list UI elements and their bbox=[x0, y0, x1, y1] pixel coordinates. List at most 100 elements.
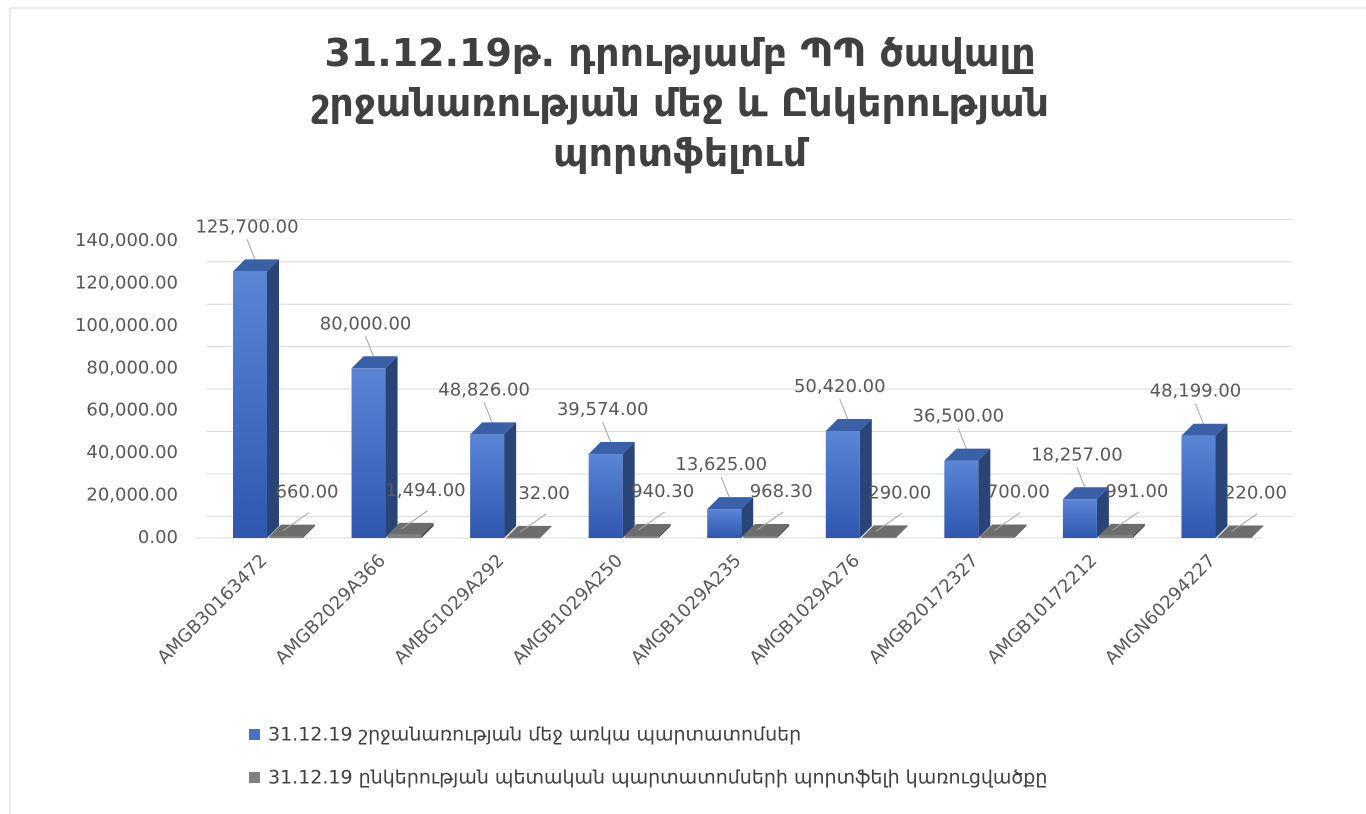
x-tick-label: AMGB20172327 bbox=[865, 550, 983, 668]
bar bbox=[387, 534, 422, 538]
bar-side bbox=[622, 442, 635, 538]
x-tick-label: AMGB1029A276 bbox=[746, 550, 865, 669]
leader-line bbox=[839, 398, 849, 420]
bar bbox=[588, 454, 623, 538]
bar bbox=[707, 509, 742, 538]
leader-line bbox=[720, 476, 730, 498]
bar bbox=[980, 536, 1015, 538]
bar-side bbox=[895, 525, 908, 538]
bar-top bbox=[588, 442, 635, 455]
y-tick-label: 60,000.00 bbox=[86, 400, 178, 421]
leader-line bbox=[638, 511, 665, 531]
bar-top bbox=[944, 448, 991, 461]
bar-top bbox=[470, 422, 517, 435]
bar bbox=[624, 536, 659, 538]
legend-swatch bbox=[249, 729, 260, 740]
data-label: 660.00 bbox=[276, 482, 339, 503]
bar-side bbox=[859, 419, 872, 538]
leader-line bbox=[875, 512, 903, 532]
bar-top bbox=[269, 524, 315, 537]
bar bbox=[825, 431, 860, 538]
bar-side bbox=[504, 422, 517, 538]
x-tick-label: AMGB2029A366 bbox=[271, 550, 390, 669]
bar-top bbox=[743, 523, 790, 536]
y-tick-label: 40,000.00 bbox=[86, 442, 178, 463]
bar bbox=[743, 535, 778, 538]
data-label: 991.00 bbox=[1105, 481, 1168, 502]
chart-title: 31.12.19թ. դրությամբ ՊՊ ծավալը շրջանառու… bbox=[310, 31, 1050, 175]
bar-top bbox=[861, 525, 908, 538]
y-tick-label: 140,000.00 bbox=[75, 230, 178, 251]
leader-line bbox=[519, 513, 547, 533]
x-tick-label: AMGB1029A235 bbox=[627, 550, 746, 669]
bar bbox=[1062, 499, 1097, 538]
data-label: 32.00 bbox=[518, 483, 570, 504]
leader-line bbox=[401, 510, 428, 530]
leader-line bbox=[602, 421, 612, 443]
bar-top bbox=[351, 356, 398, 369]
bar-side bbox=[1215, 423, 1228, 538]
bar-side bbox=[303, 524, 315, 538]
bar bbox=[1217, 537, 1252, 539]
x-tick-label: AMGB30163472 bbox=[153, 550, 271, 668]
bar-side bbox=[385, 356, 398, 538]
bar-side bbox=[1096, 487, 1109, 538]
bar-side bbox=[978, 448, 991, 538]
leader-line bbox=[282, 512, 310, 532]
bar-side bbox=[1251, 525, 1264, 538]
bar bbox=[233, 271, 267, 538]
legend-swatch bbox=[249, 772, 260, 783]
leader-line bbox=[1231, 513, 1258, 532]
bar-side bbox=[658, 524, 671, 538]
x-tick-label: AMGN60294227 bbox=[1101, 550, 1220, 669]
bar-top bbox=[1098, 523, 1145, 536]
y-tick-label: 0.00 bbox=[138, 527, 178, 548]
x-tick-label: AMGB10172212 bbox=[983, 550, 1101, 668]
data-label: 39,574.00 bbox=[557, 399, 649, 420]
data-label: 50,420.00 bbox=[794, 376, 886, 397]
data-label: 220.00 bbox=[1224, 483, 1287, 504]
data-label: 48,199.00 bbox=[1150, 381, 1242, 402]
leader-line bbox=[483, 402, 493, 423]
leader-line bbox=[1112, 511, 1140, 531]
bar-top bbox=[387, 522, 434, 535]
bar bbox=[1181, 435, 1216, 538]
data-label: 125,700.00 bbox=[195, 216, 298, 237]
bar-top bbox=[1181, 423, 1228, 436]
data-label: 700.00 bbox=[987, 482, 1050, 503]
y-tick-label: 100,000.00 bbox=[75, 315, 178, 336]
bar-side bbox=[1132, 523, 1145, 538]
bar-side bbox=[741, 497, 754, 538]
bar-top bbox=[707, 497, 754, 510]
bar-top bbox=[1217, 525, 1264, 538]
leader-line bbox=[246, 239, 256, 260]
bar bbox=[861, 537, 896, 538]
leader-line bbox=[1076, 467, 1086, 488]
bar bbox=[1098, 535, 1133, 538]
y-tick-label: 20,000.00 bbox=[86, 485, 178, 506]
bar-top bbox=[233, 259, 279, 272]
leader-line bbox=[365, 336, 375, 357]
data-label: 940.30 bbox=[631, 481, 694, 502]
leader-line bbox=[994, 512, 1021, 531]
data-label: 290.00 bbox=[868, 482, 931, 503]
data-label: 968.30 bbox=[750, 481, 813, 502]
y-tick-label: 120,000.00 bbox=[75, 272, 178, 293]
bar-side bbox=[540, 525, 553, 538]
bar-side bbox=[1014, 524, 1027, 538]
x-tick-label: AMBG1029A292 bbox=[390, 550, 508, 668]
bar bbox=[351, 368, 386, 538]
leader-line bbox=[756, 511, 784, 531]
bar-top bbox=[624, 524, 671, 537]
bar bbox=[269, 536, 303, 538]
bar-side bbox=[777, 523, 790, 538]
legend-label: 31.12.19 ընկերության պետական պարտատոմսեր… bbox=[268, 767, 1047, 789]
x-tick-label: AMGB1029A250 bbox=[508, 550, 627, 669]
bar bbox=[470, 434, 505, 538]
bar-side bbox=[421, 522, 434, 538]
data-label: 36,500.00 bbox=[913, 406, 1005, 427]
leader-line bbox=[957, 428, 967, 449]
bar-side bbox=[267, 259, 279, 538]
data-label: 18,257.00 bbox=[1031, 444, 1123, 465]
